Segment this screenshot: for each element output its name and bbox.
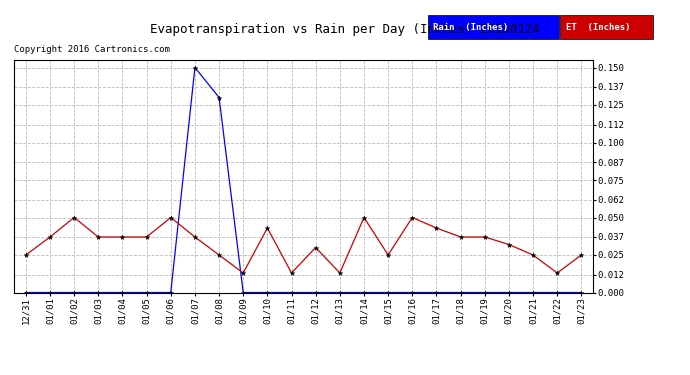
Text: Rain  (Inches): Rain (Inches) — [433, 22, 509, 32]
Text: Evapotranspiration vs Rain per Day (Inches) 20160124: Evapotranspiration vs Rain per Day (Inch… — [150, 22, 540, 36]
Text: Copyright 2016 Cartronics.com: Copyright 2016 Cartronics.com — [14, 45, 170, 54]
Text: ET  (Inches): ET (Inches) — [566, 22, 630, 32]
